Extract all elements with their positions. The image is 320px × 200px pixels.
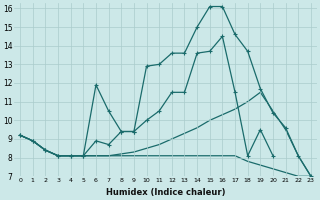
X-axis label: Humidex (Indice chaleur): Humidex (Indice chaleur) — [106, 188, 225, 197]
